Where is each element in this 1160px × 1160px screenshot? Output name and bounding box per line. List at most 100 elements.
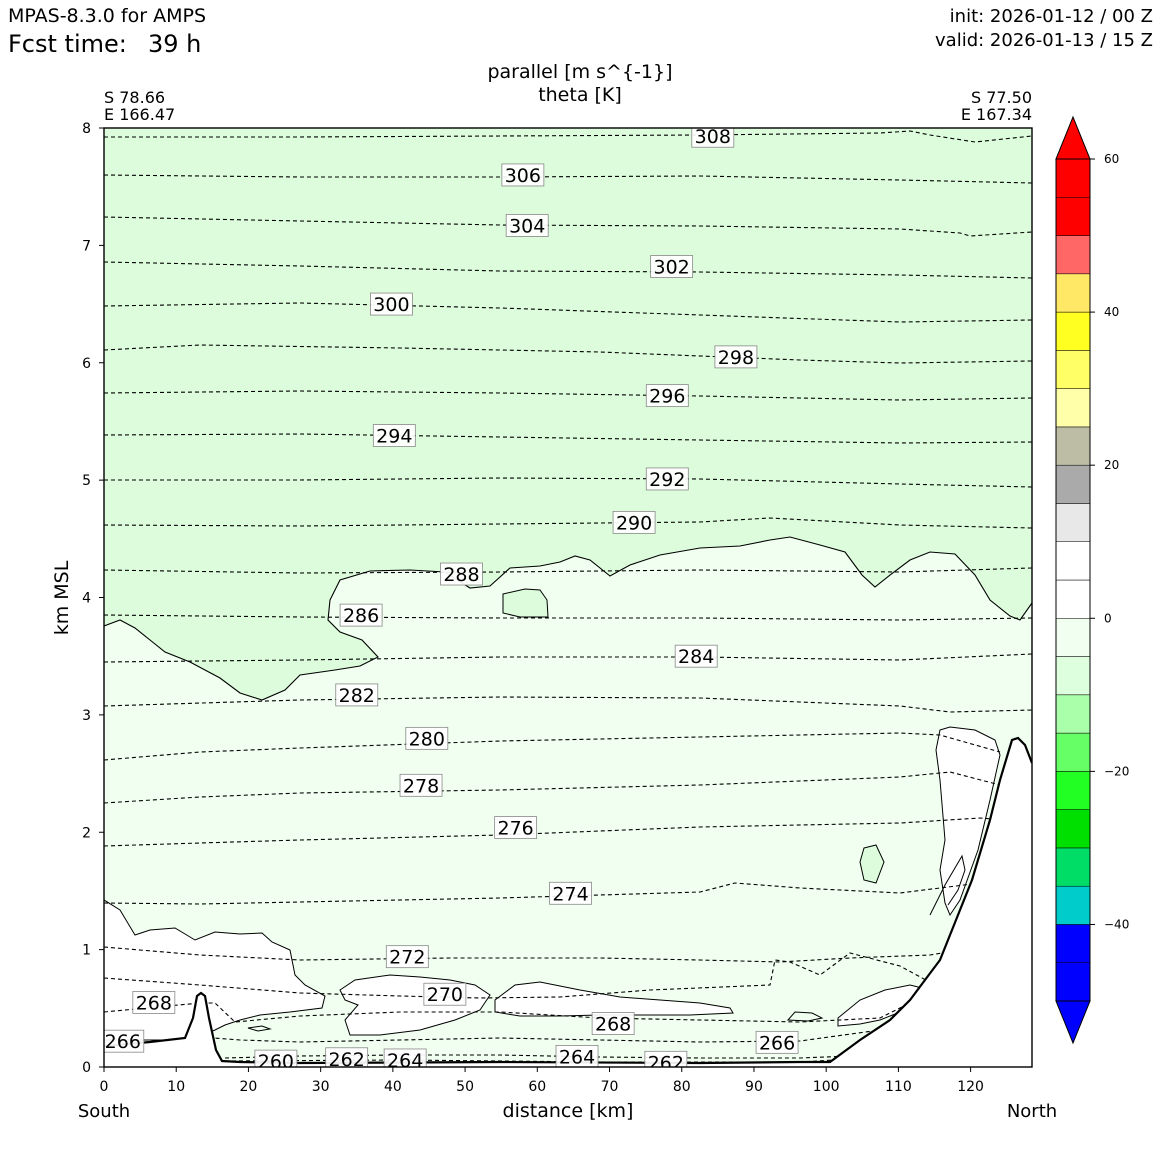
colorbar-segment xyxy=(1055,732,1091,772)
theta-label-box xyxy=(691,128,735,148)
theta-label-box xyxy=(644,1050,688,1067)
theta-label-box xyxy=(505,214,549,237)
theta-label: 294 xyxy=(376,426,412,448)
forecast-time-value: 39 h xyxy=(148,30,201,58)
theta-label-box xyxy=(650,255,694,278)
y-tick-label: 6 xyxy=(82,356,91,372)
forecast-time-label: Fcst time: xyxy=(8,30,127,58)
colorbar-extend-min xyxy=(1055,1000,1091,1045)
theta-label: 286 xyxy=(343,605,379,627)
x-tick-label: 100 xyxy=(813,1079,840,1095)
theta-label-box xyxy=(494,816,538,839)
colorbar-segment xyxy=(1055,618,1091,657)
theta-264 xyxy=(224,1054,851,1059)
north-label: North xyxy=(1007,1101,1057,1122)
colorbar: −40 −20 0 20 40 60 xyxy=(1055,115,1129,1045)
theta-278 xyxy=(104,771,1001,804)
colorbar-segment xyxy=(1055,388,1091,428)
theta-label-box xyxy=(674,644,718,668)
theta-label: 292 xyxy=(649,469,685,491)
y-tick-label: 7 xyxy=(82,238,91,254)
colorbar-tick-label: 40 xyxy=(1104,305,1119,319)
y-tick-label: 3 xyxy=(82,708,91,724)
theta-label-box xyxy=(399,773,443,797)
theta-284 xyxy=(104,653,1032,663)
theta-label: 272 xyxy=(389,947,425,969)
theta-label-box xyxy=(645,467,689,491)
theta-label: 276 xyxy=(498,818,534,840)
x-tick-label: 0 xyxy=(100,1079,109,1095)
theta-label: 280 xyxy=(409,728,445,750)
wind-fill-upper-region xyxy=(104,128,1032,700)
x-tick-label: 20 xyxy=(240,1079,258,1095)
x-axis-label: distance [km] xyxy=(503,1100,634,1122)
colorbar-segment xyxy=(1055,311,1091,351)
theta-300 xyxy=(104,302,1032,323)
colorbar-segment xyxy=(1055,847,1091,887)
theta-302 xyxy=(104,261,1032,279)
theta-label: 304 xyxy=(509,215,545,237)
theta-290 xyxy=(104,517,1032,529)
theta-270 xyxy=(104,952,936,999)
colorbar-segment xyxy=(1055,235,1091,275)
theta-label: 264 xyxy=(559,1046,595,1068)
x-tick-label: 70 xyxy=(601,1079,619,1095)
theta-306 xyxy=(104,174,1032,184)
theta-label: 274 xyxy=(552,883,588,905)
theta-282 xyxy=(104,696,1032,713)
theta-label-box xyxy=(383,1048,427,1067)
colorbar-segment xyxy=(1055,579,1091,619)
x-tick-label: 120 xyxy=(957,1079,984,1095)
theta-label-box xyxy=(440,562,483,586)
y-tick-label: 8 xyxy=(82,121,91,137)
colorbar-tick-label: −40 xyxy=(1104,917,1129,931)
theta-label: 278 xyxy=(403,775,439,797)
model-name: MPAS-8.3.0 for AMPS xyxy=(8,5,206,27)
theta-label-box xyxy=(423,982,467,1006)
south-label: South xyxy=(78,1101,130,1122)
theta-label: 300 xyxy=(373,294,409,316)
theta-label-box xyxy=(335,683,379,707)
right-endpoint-lon: E 167.34 xyxy=(961,105,1032,124)
colorbar-tick-label: 20 xyxy=(1104,458,1119,472)
x-tick-label: 50 xyxy=(456,1079,474,1095)
colorbar-segment xyxy=(1055,809,1091,849)
theta-label: 308 xyxy=(695,126,731,148)
theta-label-box xyxy=(755,1030,799,1054)
colorbar-extend-max xyxy=(1055,115,1091,160)
wind-contour-small-1 xyxy=(247,1025,272,1032)
theta-276 xyxy=(104,817,1006,847)
colorbar-segment xyxy=(1055,350,1091,389)
x-tick-label: 40 xyxy=(384,1079,402,1095)
theta-308 xyxy=(104,130,1032,143)
theta-label-box xyxy=(132,991,176,1014)
theta-label-box xyxy=(549,881,592,905)
colorbar-segment xyxy=(1055,924,1091,963)
wind-white-area-center xyxy=(494,981,734,1017)
colorbar-segment xyxy=(1055,158,1091,198)
wind-contour-small-2 xyxy=(786,1011,824,1022)
theta-304 xyxy=(104,216,1032,237)
wind-fill-patch-east xyxy=(859,844,885,884)
theta-label: 298 xyxy=(718,347,754,369)
theta-label: 268 xyxy=(136,992,172,1014)
colorbar-tick-label: −20 xyxy=(1104,764,1129,778)
wind-contour-upper xyxy=(104,536,1032,701)
theta-label-box xyxy=(555,1045,599,1067)
theta-label-box xyxy=(104,1029,145,1053)
theta-label: 264 xyxy=(387,1050,423,1072)
theta-label: 268 xyxy=(595,1014,631,1036)
chart-title-theta: theta [K] xyxy=(538,84,622,106)
x-tick-label: 80 xyxy=(673,1079,691,1095)
theta-266 xyxy=(104,1029,881,1047)
y-tick-label: 4 xyxy=(82,591,91,607)
colorbar-segment xyxy=(1055,771,1091,810)
theta-label: 260 xyxy=(258,1051,294,1073)
y-tick-label: 2 xyxy=(82,825,91,841)
theta-label: 296 xyxy=(649,386,685,408)
theta-label: 266 xyxy=(105,1031,141,1053)
theta-280 xyxy=(104,732,1001,761)
theta-label: 270 xyxy=(427,984,463,1006)
wind-contour-slope-inner xyxy=(929,854,966,916)
